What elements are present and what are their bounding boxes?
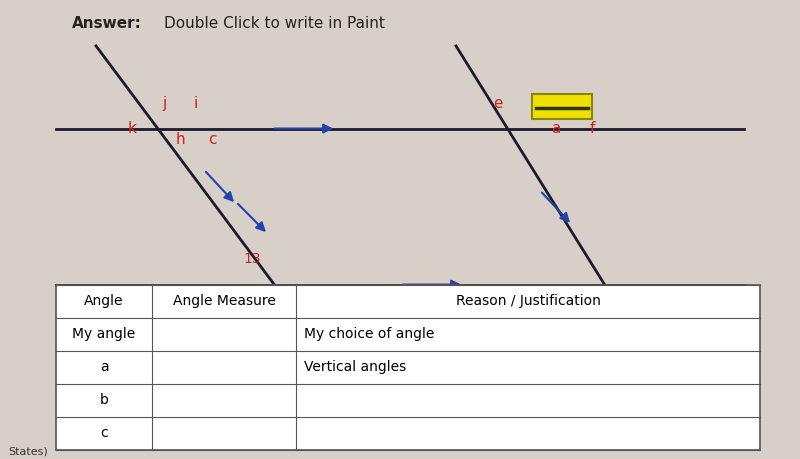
Text: l: l bbox=[242, 293, 246, 308]
Text: k: k bbox=[127, 121, 137, 136]
Text: c: c bbox=[208, 133, 216, 147]
Text: Reason / Justification: Reason / Justification bbox=[455, 294, 601, 308]
Text: a: a bbox=[100, 360, 108, 374]
Text: Double Click to write in Paint: Double Click to write in Paint bbox=[164, 16, 385, 31]
Text: My angle: My angle bbox=[72, 327, 136, 341]
Text: i: i bbox=[194, 96, 198, 111]
Text: b: b bbox=[99, 393, 109, 407]
Text: g: g bbox=[679, 302, 689, 317]
Text: d: d bbox=[623, 289, 633, 303]
Text: f: f bbox=[590, 121, 594, 136]
Text: a: a bbox=[551, 121, 561, 136]
Text: My choice of angle: My choice of angle bbox=[304, 327, 434, 341]
Text: Vertical angles: Vertical angles bbox=[304, 360, 406, 374]
Text: Angle Measure: Angle Measure bbox=[173, 294, 275, 308]
Text: j: j bbox=[162, 96, 166, 111]
Text: b: b bbox=[287, 289, 297, 303]
Text: 13: 13 bbox=[243, 252, 261, 266]
Text: h: h bbox=[175, 133, 185, 147]
Bar bbox=[56, 285, 760, 450]
Text: e: e bbox=[493, 96, 502, 111]
Text: Angle: Angle bbox=[84, 294, 124, 308]
Text: m: m bbox=[277, 302, 291, 317]
Text: States): States) bbox=[8, 447, 48, 457]
Text: Answer:: Answer: bbox=[72, 16, 142, 31]
Bar bbox=[532, 94, 592, 119]
Text: c: c bbox=[100, 426, 108, 440]
